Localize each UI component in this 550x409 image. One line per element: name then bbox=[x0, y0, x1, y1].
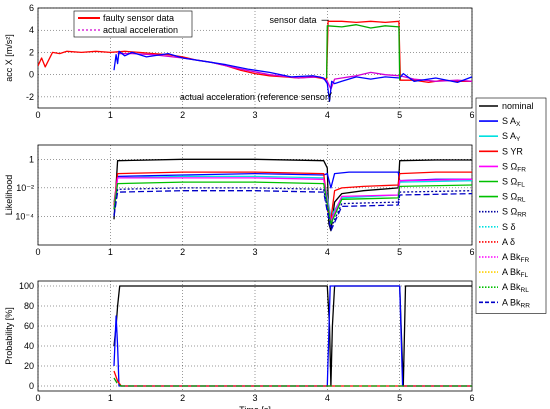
right-legend-label: S YR bbox=[502, 146, 523, 156]
series-line bbox=[113, 285, 472, 387]
x-tick-label: 2 bbox=[180, 110, 185, 120]
right-legend-subscript: RL bbox=[521, 287, 530, 294]
x-tick-label: 4 bbox=[325, 110, 330, 120]
series-line bbox=[113, 171, 472, 220]
x-tick-label: 3 bbox=[252, 247, 257, 257]
series-line bbox=[113, 190, 472, 232]
x-tick-label: 4 bbox=[325, 393, 330, 403]
right-legend-subscript: FR bbox=[517, 166, 526, 173]
y-tick-label: 60 bbox=[24, 321, 34, 331]
right-legend-subscript: RL bbox=[517, 197, 526, 204]
x-tick-label: 2 bbox=[180, 247, 185, 257]
y-tick-label: -2 bbox=[26, 92, 34, 102]
top-legend-label: faulty sensor data bbox=[103, 13, 174, 23]
series-line bbox=[113, 158, 472, 232]
x-tick-label: 5 bbox=[397, 110, 402, 120]
right-legend-subscript: FL bbox=[521, 272, 529, 279]
x-tick-label: 0 bbox=[35, 110, 40, 120]
y-axis-label: Probability [%] bbox=[4, 307, 14, 365]
y-tick-label: 4 bbox=[29, 25, 34, 35]
x-tick-label: 5 bbox=[397, 393, 402, 403]
annotation-arrow bbox=[328, 92, 333, 98]
series-line bbox=[325, 24, 401, 81]
annotation-sensor-data: sensor data bbox=[269, 15, 316, 25]
y-axis-label: Likelihood bbox=[4, 175, 14, 216]
series-line bbox=[113, 377, 472, 387]
right-legend-label: A δ bbox=[502, 237, 515, 247]
x-tick-label: 5 bbox=[397, 247, 402, 257]
annotation-reference: actual acceleration (reference sensor) bbox=[180, 92, 331, 102]
right-legend-subscript: FR bbox=[521, 257, 530, 264]
x-tick-label: 4 bbox=[325, 247, 330, 257]
right-legend-label: S δ bbox=[502, 222, 516, 232]
y-tick-label: 0 bbox=[29, 381, 34, 391]
x-tick-label: 3 bbox=[252, 110, 257, 120]
y-axis-label: acc X [m/s²] bbox=[4, 34, 14, 82]
x-tick-label: 1 bbox=[108, 247, 113, 257]
x-tick-label: 2 bbox=[180, 393, 185, 403]
right-legend-subscript: X bbox=[516, 121, 521, 128]
top-legend-box bbox=[73, 10, 193, 38]
x-tick-label: 1 bbox=[108, 110, 113, 120]
series-line bbox=[113, 181, 472, 225]
x-tick-label: 6 bbox=[469, 393, 474, 403]
series-group bbox=[38, 20, 472, 102]
x-tick-label: 0 bbox=[35, 393, 40, 403]
right-legend-subscript: RR bbox=[521, 302, 531, 309]
top-legend: faulty sensor data actual acceleration bbox=[73, 10, 193, 38]
top-legend-label: actual acceleration bbox=[103, 25, 178, 35]
y-tick-label: 2 bbox=[29, 47, 34, 57]
y-tick-label: 40 bbox=[24, 341, 34, 351]
series-group bbox=[113, 158, 472, 232]
y-tick-label: 80 bbox=[24, 301, 34, 311]
y-tick-label: 10⁻² bbox=[16, 183, 34, 193]
y-tick-label: 6 bbox=[29, 3, 34, 13]
x-axis-label: Time [s] bbox=[239, 405, 271, 409]
right-legend-subscript: RR bbox=[517, 212, 527, 219]
y-tick-label: 0 bbox=[29, 70, 34, 80]
y-tick-label: 10⁻⁴ bbox=[15, 211, 34, 221]
right-legend-box bbox=[475, 97, 547, 314]
right-legend-label: nominal bbox=[502, 101, 534, 111]
series-line bbox=[113, 370, 472, 387]
right-legend-subscript: Y bbox=[516, 136, 521, 143]
y-tick-label: 1 bbox=[29, 154, 34, 164]
y-tick-label: 20 bbox=[24, 361, 34, 371]
x-tick-label: 6 bbox=[469, 110, 474, 120]
right-legend-subscript: FL bbox=[517, 182, 525, 189]
x-tick-label: 1 bbox=[108, 393, 113, 403]
series-group bbox=[113, 285, 472, 387]
x-tick-label: 6 bbox=[469, 247, 474, 257]
x-tick-label: 0 bbox=[35, 247, 40, 257]
x-tick-label: 3 bbox=[252, 393, 257, 403]
y-tick-label: 100 bbox=[19, 281, 34, 291]
